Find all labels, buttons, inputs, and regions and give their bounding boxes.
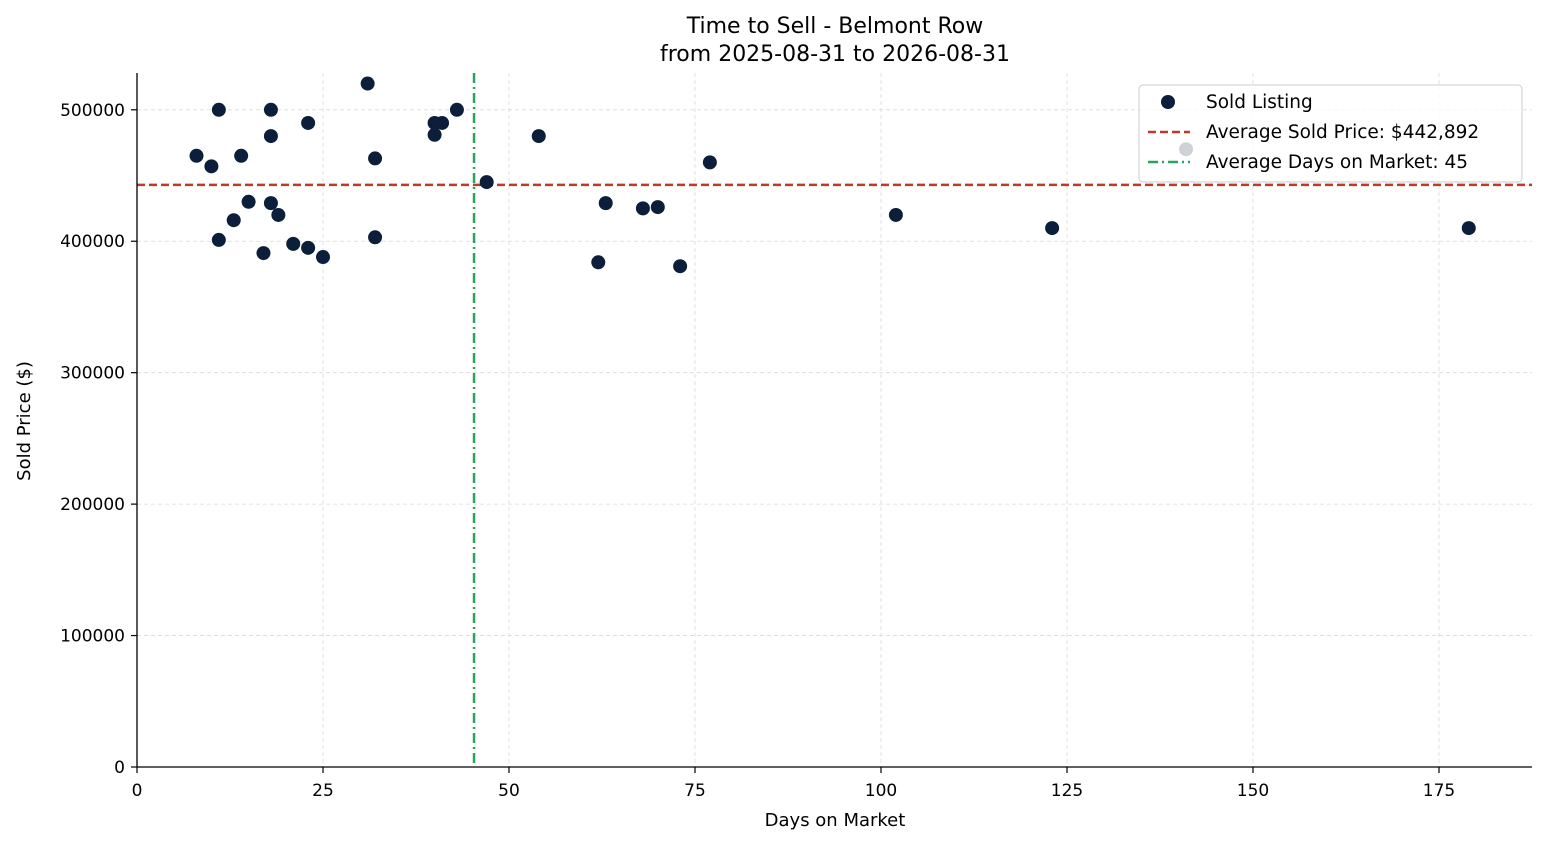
y-tick-label: 400000 xyxy=(60,232,125,252)
data-point xyxy=(368,230,383,245)
x-tick-label: 50 xyxy=(498,781,520,801)
grid xyxy=(137,73,1532,767)
data-point xyxy=(360,76,375,91)
y-tick-label: 0 xyxy=(114,758,125,778)
data-point xyxy=(531,129,546,144)
data-point xyxy=(234,148,249,163)
data-point xyxy=(263,196,278,211)
axes xyxy=(136,73,1532,768)
data-point xyxy=(263,129,278,144)
legend-label-avg-price: Average Sold Price: $442,892 xyxy=(1206,122,1479,143)
x-tick-label: 125 xyxy=(1051,781,1083,801)
y-tick-label: 300000 xyxy=(60,364,125,384)
data-point xyxy=(301,115,316,130)
data-point xyxy=(316,250,330,265)
x-axis-label: Days on Market xyxy=(765,810,906,831)
data-point xyxy=(189,148,204,163)
data-point xyxy=(1045,221,1060,236)
data-point xyxy=(1461,221,1476,236)
data-point xyxy=(673,259,688,274)
data-point xyxy=(479,175,494,190)
data-point xyxy=(368,151,383,166)
data-point xyxy=(427,127,442,142)
legend-box xyxy=(1138,84,1523,183)
data-point xyxy=(650,200,665,215)
y-axis-label: Sold Price ($) xyxy=(14,361,35,481)
data-point xyxy=(301,240,316,255)
chart-title: Time to Sell - Belmont Row xyxy=(686,14,984,39)
x-tick-label: 150 xyxy=(1237,781,1269,801)
data-point xyxy=(591,255,606,270)
x-tick-label: 75 xyxy=(684,781,706,801)
x-tick-label: 175 xyxy=(1423,781,1455,801)
data-point xyxy=(702,155,717,170)
x-ticks: 0 25 50 75 100 125 150 175 xyxy=(132,767,1455,801)
data-point xyxy=(598,196,613,211)
legend-label-sold-listing: Sold Listing xyxy=(1206,92,1313,113)
data-point xyxy=(256,246,271,261)
data-point xyxy=(263,102,278,117)
y-ticks: 0 100000 200000 300000 400000 500000 xyxy=(60,101,137,778)
data-points xyxy=(189,76,1476,274)
legend-label-avg-days: Average Days on Market: 45 xyxy=(1206,152,1468,173)
data-point xyxy=(226,213,241,228)
legend: Sold Listing Average Sold Price: $442,89… xyxy=(1138,84,1523,183)
data-point xyxy=(888,207,903,222)
data-point xyxy=(449,102,464,117)
y-tick-label: 100000 xyxy=(60,627,125,647)
data-point xyxy=(241,194,256,209)
data-point xyxy=(435,115,450,130)
data-point xyxy=(635,201,650,216)
data-point xyxy=(211,232,226,247)
chart-subtitle: from 2025-08-31 to 2026-08-31 xyxy=(660,42,1010,67)
reference-lines xyxy=(137,73,1532,767)
x-tick-label: 25 xyxy=(312,781,334,801)
y-tick-label: 500000 xyxy=(60,101,125,121)
data-point xyxy=(271,207,286,222)
x-tick-label: 0 xyxy=(132,781,143,801)
data-point xyxy=(204,159,219,174)
data-point xyxy=(286,236,301,251)
legend-marker-sold-listing xyxy=(1161,95,1175,109)
x-tick-label: 100 xyxy=(865,781,897,801)
y-tick-label: 200000 xyxy=(60,495,125,515)
data-point xyxy=(211,102,226,117)
